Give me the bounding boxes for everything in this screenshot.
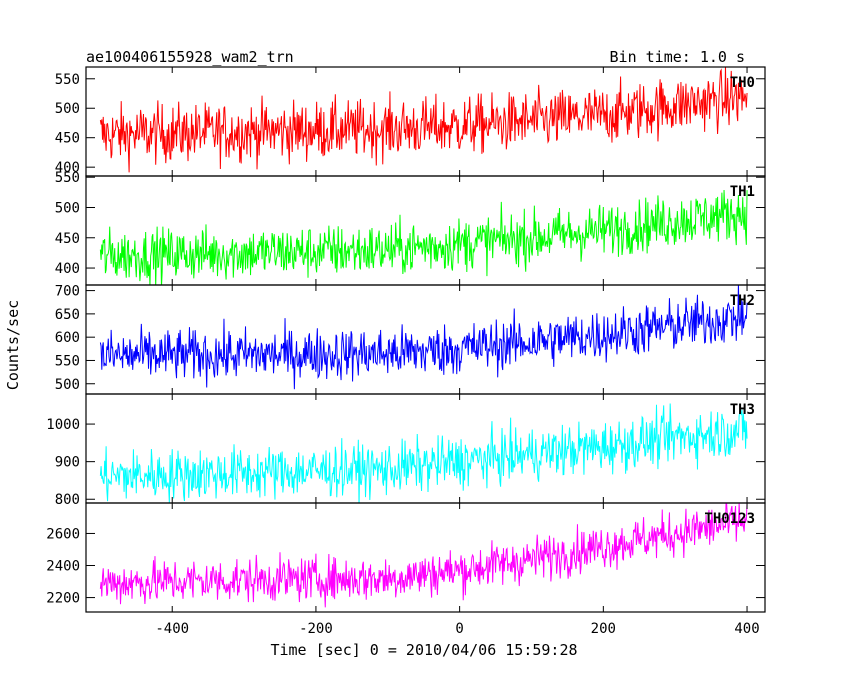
panel-th3: 800 900 1000 TH3 bbox=[46, 393, 766, 508]
series-label-th2: TH2 bbox=[730, 293, 755, 309]
y-tick-label: 650 bbox=[55, 307, 80, 323]
x-tick-label: 0 bbox=[455, 621, 463, 637]
panel-frame bbox=[85, 175, 766, 286]
y-tick-label: 2200 bbox=[46, 591, 80, 607]
y-tick-label: 400 bbox=[55, 160, 80, 176]
series-line-th0123 bbox=[99, 503, 748, 608]
y-tick-label: 550 bbox=[55, 72, 80, 88]
y-tick-label: 500 bbox=[55, 101, 80, 117]
y-tick-label: 2400 bbox=[46, 559, 80, 575]
panel-th1: 400 450 500 550 TH1 bbox=[55, 170, 766, 286]
y-tick-label: 600 bbox=[55, 330, 80, 346]
series-line-th0 bbox=[99, 67, 748, 173]
series-label-th0: TH0 bbox=[730, 75, 755, 91]
chart-title: ae100406155928_wam2_trn bbox=[86, 48, 294, 66]
x-axis-label: Time [sec] 0 = 2010/04/06 15:59:28 bbox=[270, 641, 577, 659]
panel-th0123: 2200 2400 2600 TH0123 bbox=[46, 502, 766, 613]
y-tick-label: 800 bbox=[55, 492, 80, 508]
y-tick-label: 450 bbox=[55, 231, 80, 247]
panel-th0: 400 450 500 550 TH0 bbox=[55, 66, 766, 177]
y-tick-label: 500 bbox=[55, 377, 80, 393]
series-label-th3: TH3 bbox=[730, 402, 755, 418]
y-tick-label: 450 bbox=[55, 131, 80, 147]
series-line-th2 bbox=[99, 285, 748, 390]
y-tick-label: 2600 bbox=[46, 526, 80, 542]
y-tick-label: 550 bbox=[55, 170, 80, 186]
y-tick-label: 1000 bbox=[46, 417, 80, 433]
panel-frame bbox=[85, 284, 766, 395]
y-tick-label: 500 bbox=[55, 200, 80, 216]
y-tick-label: 900 bbox=[55, 455, 80, 471]
panel-frame bbox=[85, 502, 766, 613]
series-label-th0123: TH0123 bbox=[704, 511, 755, 527]
x-tick-label: 200 bbox=[591, 621, 616, 637]
series-line-th1 bbox=[99, 189, 748, 285]
y-tick-label: 400 bbox=[55, 261, 80, 277]
panels-group: 400 450 500 550 TH0 400 450 500 550 TH1 500 550 600 6… bbox=[46, 66, 766, 613]
series-label-th1: TH1 bbox=[730, 184, 755, 200]
chart-subtitle: Bin time: 1.0 s bbox=[610, 48, 745, 66]
series-line-th3 bbox=[99, 403, 748, 503]
panel-th2: 500 550 600 650 700 TH2 bbox=[55, 284, 766, 395]
x-tick-label: -400 bbox=[155, 621, 189, 637]
y-axis-label: Counts/sec bbox=[4, 300, 22, 390]
x-tick-label: -200 bbox=[299, 621, 333, 637]
y-tick-label: 550 bbox=[55, 353, 80, 369]
x-axis: -400 -200 0 200 400 bbox=[155, 621, 759, 637]
x-tick-label: 400 bbox=[734, 621, 759, 637]
y-tick-label: 700 bbox=[55, 284, 80, 300]
